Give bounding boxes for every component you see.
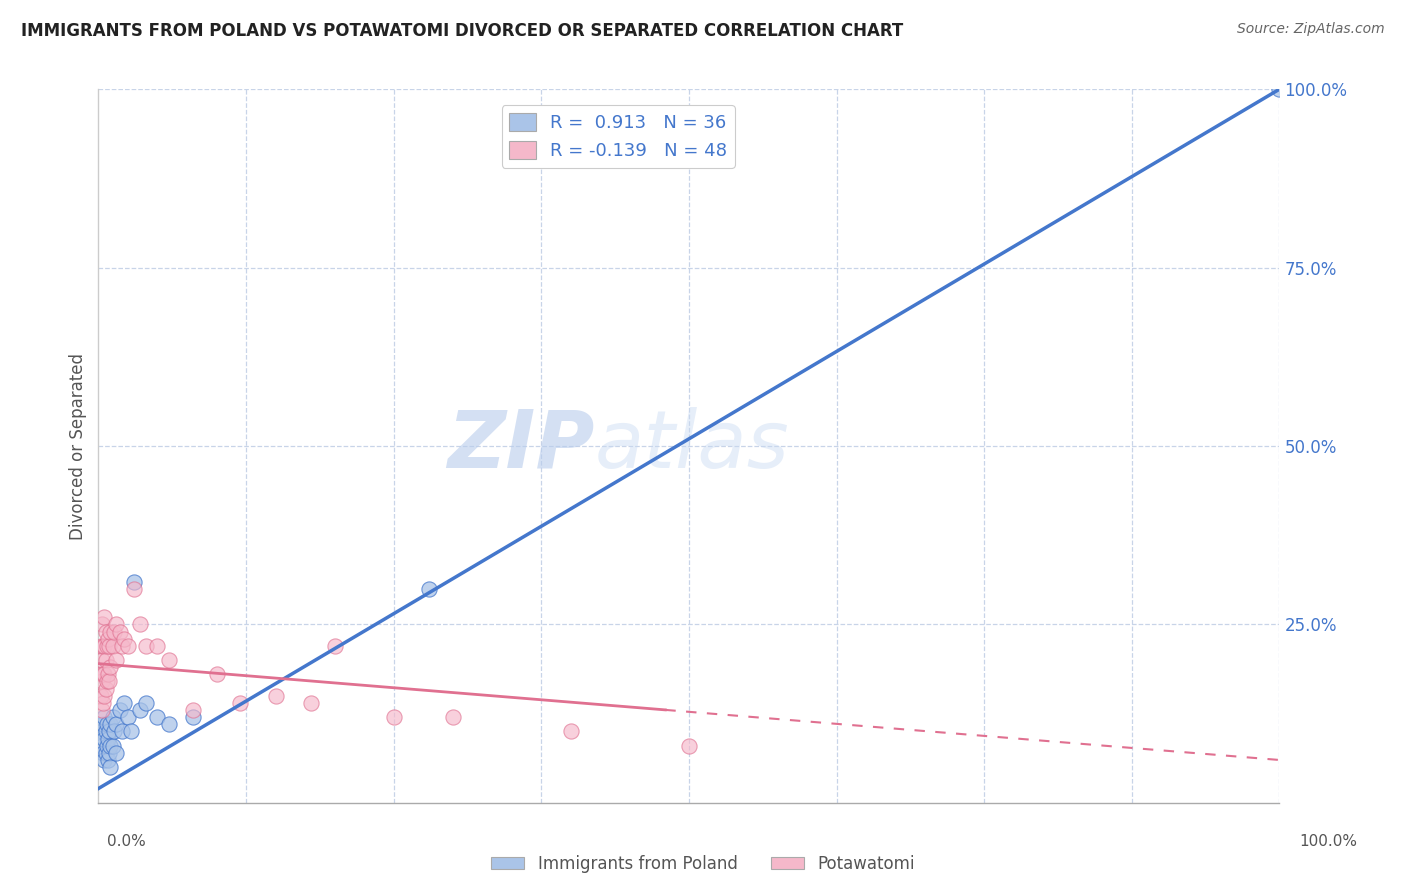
Text: 100.0%: 100.0%: [1299, 834, 1358, 848]
Point: [135, 696, 157, 710]
Point: [98, 660, 121, 674]
Point: [91, 639, 114, 653]
Point: [90, 689, 112, 703]
Point: [117, 639, 139, 653]
Text: Source: ZipAtlas.com: Source: ZipAtlas.com: [1237, 22, 1385, 37]
Point: [122, 582, 145, 596]
Point: [382, 710, 405, 724]
Point: [96, 674, 118, 689]
Point: [441, 710, 464, 724]
Point: [101, 739, 124, 753]
Point: [93, 610, 115, 624]
Point: [96, 717, 118, 731]
Point: [91, 617, 114, 632]
Point: [96, 639, 118, 653]
Point: [112, 632, 135, 646]
Point: [91, 746, 114, 760]
Point: [105, 617, 128, 632]
Legend: R =  0.913   N = 36, R = -0.139   N = 48: R = 0.913 N = 36, R = -0.139 N = 48: [502, 105, 734, 168]
Point: [94, 624, 117, 639]
Point: [205, 667, 228, 681]
Point: [90, 667, 112, 681]
Point: [91, 667, 114, 681]
Point: [90, 639, 112, 653]
Text: 0.0%: 0.0%: [107, 834, 146, 848]
Point: [157, 717, 180, 731]
Point: [105, 653, 128, 667]
Point: [94, 653, 117, 667]
Point: [181, 703, 204, 717]
Text: IMMIGRANTS FROM POLAND VS POTAWATOMI DIVORCED OR SEPARATED CORRELATION CHART: IMMIGRANTS FROM POLAND VS POTAWATOMI DIV…: [21, 22, 903, 40]
Point: [122, 574, 145, 589]
Point: [105, 717, 128, 731]
Point: [128, 617, 150, 632]
Point: [98, 746, 121, 760]
Text: ZIP: ZIP: [447, 407, 595, 485]
Point: [101, 710, 124, 724]
Point: [93, 753, 115, 767]
Legend: Immigrants from Poland, Potawatomi: Immigrants from Poland, Potawatomi: [484, 848, 922, 880]
Point: [111, 639, 134, 653]
Point: [146, 710, 169, 724]
Point: [108, 703, 131, 717]
Point: [91, 703, 114, 717]
Point: [93, 689, 115, 703]
Point: [97, 731, 120, 746]
Point: [98, 760, 121, 774]
Point: [117, 710, 139, 724]
Point: [93, 639, 115, 653]
Point: [97, 667, 120, 681]
Point: [418, 582, 440, 596]
Point: [108, 624, 131, 639]
Point: [105, 746, 128, 760]
Point: [121, 724, 143, 739]
Point: [94, 681, 117, 696]
Point: [98, 639, 121, 653]
Point: [112, 696, 135, 710]
Point: [678, 739, 700, 753]
Point: [93, 667, 115, 681]
Point: [128, 703, 150, 717]
Point: [91, 724, 114, 739]
Point: [98, 724, 121, 739]
Point: [93, 710, 115, 724]
Point: [94, 724, 117, 739]
Text: atlas: atlas: [595, 407, 789, 485]
Point: [103, 724, 125, 739]
Point: [96, 739, 118, 753]
Y-axis label: Divorced or Separated: Divorced or Separated: [69, 352, 87, 540]
Point: [98, 624, 121, 639]
Point: [181, 710, 204, 724]
Point: [264, 689, 287, 703]
Point: [157, 653, 180, 667]
Point: [146, 639, 169, 653]
Point: [98, 717, 121, 731]
Point: [560, 724, 582, 739]
Point: [94, 746, 117, 760]
Point: [103, 624, 125, 639]
Point: [91, 717, 114, 731]
Point: [98, 739, 121, 753]
Point: [229, 696, 252, 710]
Point: [101, 639, 124, 653]
Point: [91, 739, 114, 753]
Point: [1268, 82, 1291, 96]
Point: [135, 639, 157, 653]
Point: [299, 696, 322, 710]
Point: [93, 731, 115, 746]
Point: [91, 653, 114, 667]
Point: [91, 696, 114, 710]
Point: [98, 674, 121, 689]
Point: [91, 674, 114, 689]
Point: [97, 753, 120, 767]
Point: [97, 632, 120, 646]
Point: [323, 639, 346, 653]
Point: [111, 724, 134, 739]
